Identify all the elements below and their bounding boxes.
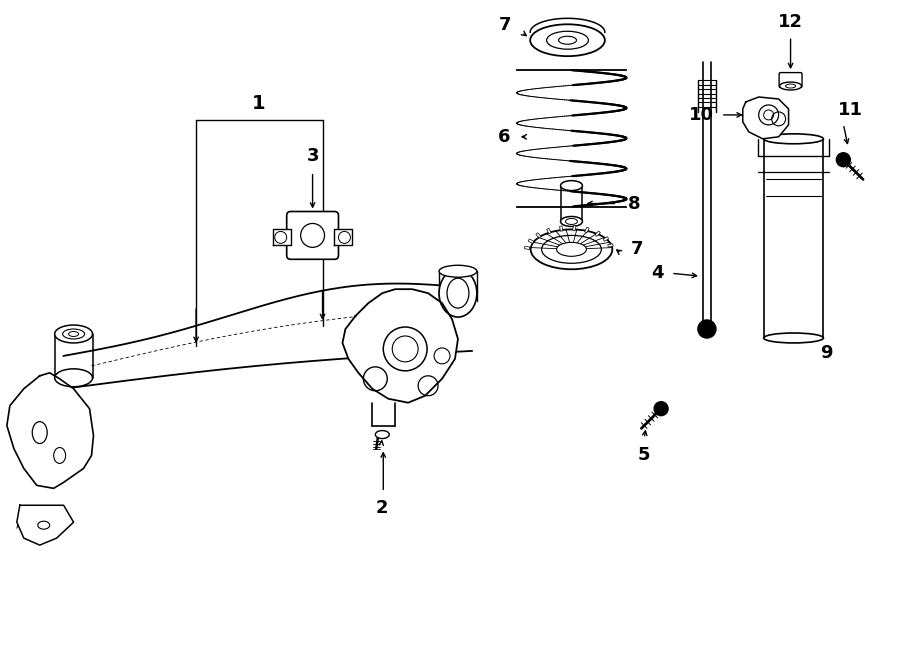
Ellipse shape [561,217,582,227]
Ellipse shape [55,325,93,343]
Text: 6: 6 [498,128,510,146]
FancyBboxPatch shape [287,212,338,259]
Text: 5: 5 [638,446,651,465]
Circle shape [698,320,716,338]
Ellipse shape [779,82,802,90]
Polygon shape [7,373,94,488]
Bar [572,225,576,231]
Ellipse shape [531,229,612,269]
Bar [528,239,534,243]
Ellipse shape [530,24,605,56]
Ellipse shape [375,430,390,438]
Ellipse shape [764,134,824,144]
Text: 7: 7 [631,241,644,258]
Text: 2: 2 [376,499,389,518]
Text: 9: 9 [820,344,832,362]
Bar [546,228,551,234]
Polygon shape [17,505,74,545]
Text: 3: 3 [306,147,319,165]
Bar [525,246,530,250]
Text: 1: 1 [252,95,266,114]
Polygon shape [64,284,472,389]
Polygon shape [742,97,788,139]
Circle shape [836,153,850,167]
Polygon shape [343,289,458,403]
Circle shape [654,402,668,416]
Ellipse shape [55,369,93,387]
Text: 12: 12 [778,13,803,31]
Ellipse shape [439,265,477,277]
FancyBboxPatch shape [779,73,802,87]
Text: 10: 10 [688,106,714,124]
Bar [536,233,541,238]
Ellipse shape [439,269,477,317]
Text: 4: 4 [651,264,663,282]
Bar [585,227,590,233]
Polygon shape [273,229,291,245]
Bar [595,231,600,237]
Bar [603,237,608,241]
Ellipse shape [764,333,824,343]
Text: 8: 8 [628,194,641,213]
Text: 11: 11 [838,101,863,119]
Text: 7: 7 [499,17,511,34]
Ellipse shape [561,180,582,190]
Bar [608,244,613,247]
Bar [560,226,562,231]
Polygon shape [335,229,353,245]
